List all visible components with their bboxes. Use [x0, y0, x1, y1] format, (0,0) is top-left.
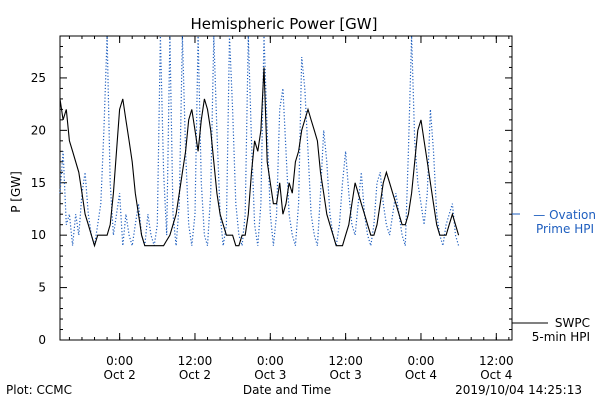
x-tick-label-time: 0:00 [257, 354, 284, 368]
plot-frame [59, 35, 513, 341]
chart-title: Hemispheric Power [GW] [191, 15, 378, 33]
y-tick-label: 10 [31, 228, 46, 242]
x-tick-label-date: Oct 4 [480, 368, 512, 382]
plot-credit: Plot: CCMC [6, 383, 72, 397]
y-tick-label: 25 [31, 71, 46, 85]
x-tick-label-time: 0:00 [407, 354, 434, 368]
x-tick-label-time: 12:00 [479, 354, 514, 368]
y-tick-label: 15 [31, 176, 46, 190]
x-tick-label-time: 0:00 [106, 354, 133, 368]
y-tick-label: 0 [38, 333, 46, 347]
x-tick-label-date: Oct 4 [405, 368, 437, 382]
x-tick-label-time: 12:00 [178, 354, 213, 368]
x-tick-label-date: Oct 2 [104, 368, 136, 382]
x-axis-label: Date and Time [243, 383, 331, 397]
series-layer [59, 35, 460, 248]
y-tick-label: 20 [31, 123, 46, 137]
x-tick-label-date: Oct 2 [179, 368, 211, 382]
y-axis-label: P [GW] [9, 171, 23, 213]
legend-label-swpc-line2: 5-min HPI [532, 330, 590, 344]
x-tick-label-date: Oct 3 [254, 368, 286, 382]
y-tick-label: 5 [38, 281, 46, 295]
x-tick-label-date: Oct 3 [330, 368, 362, 382]
x-tick-label-time: 12:00 [328, 354, 363, 368]
y-axis-ticks: 0 5 10 15 20 25 [31, 35, 512, 347]
plot-timestamp: 2019/10/04 14:25:13 [455, 383, 582, 397]
legend-label-ovation-line2: Prime HPI [536, 222, 594, 236]
series-line-swpc-5-min-hpi [59, 67, 460, 248]
legend-label-swpc-line1: SWPC [555, 316, 590, 330]
axes [59, 35, 513, 341]
legend-label-ovation-line1: — Ovation [533, 208, 596, 222]
